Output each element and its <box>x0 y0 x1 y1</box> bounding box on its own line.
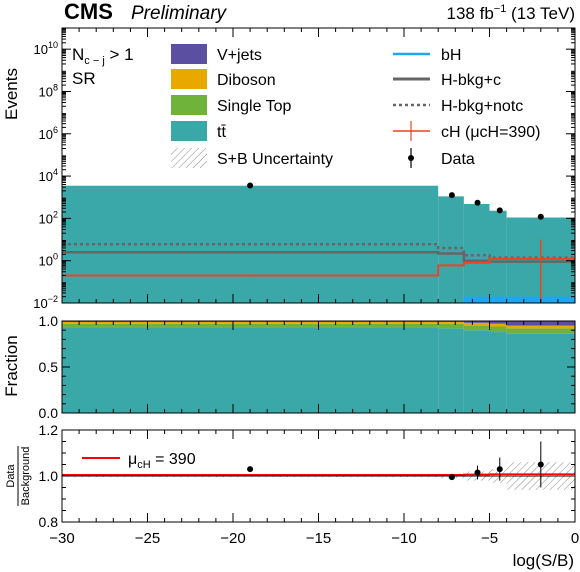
legend-diboson-label: Diboson <box>217 72 276 89</box>
legend-vjets-swatch <box>171 44 207 64</box>
x-tick-label: 0 <box>571 530 579 547</box>
legend-data-label: Data <box>441 151 475 168</box>
ttbar-bar <box>489 210 507 303</box>
diboson-fraction-bar <box>506 325 575 329</box>
legend-cH-label: cH (μcH=390) <box>441 124 540 141</box>
diboson-fraction-bar <box>438 321 464 324</box>
legend-diboson-swatch <box>171 69 207 89</box>
ttbar-bar <box>463 203 490 303</box>
mu-ratio-line <box>62 473 575 476</box>
ratio-data-point <box>474 469 481 476</box>
y-tick-label: 0.5 <box>39 359 59 375</box>
y-tick-label: 1.0 <box>39 313 59 329</box>
vjets-fraction-bar <box>463 321 490 323</box>
diboson-fraction-bar <box>463 322 490 326</box>
fraction-axis-label: Fraction <box>2 335 21 396</box>
legend-hbkg_notc-label: H-bkg+notc <box>441 98 523 115</box>
x-tick-label: −25 <box>135 530 160 547</box>
legend: V+jets Diboson Single Top tt̄ S+B Uncertaint… <box>171 44 540 168</box>
data-point <box>247 182 254 189</box>
y-tick-label: 106 <box>39 125 58 142</box>
y-tick-label: 1.2 <box>39 422 59 438</box>
legend-data-marker <box>408 155 414 161</box>
legend-ttbar-label: tt̄ <box>217 124 226 141</box>
legend-singletop-label: Single Top <box>217 98 292 115</box>
ratio-data-point <box>496 466 503 473</box>
region-njets-label: Nc − j > 1 <box>72 45 134 67</box>
singletop-fraction-bar <box>463 325 490 331</box>
y-tick-label: 1.0 <box>39 468 59 484</box>
ttbar-fraction-bar <box>463 330 490 413</box>
singletop-fraction-bar <box>489 326 507 333</box>
bh-bar <box>463 296 490 303</box>
y-tick-label: 0.0 <box>39 405 59 421</box>
ttbar-fraction-bar <box>62 327 439 413</box>
y-tick-label: 100 <box>39 252 58 269</box>
region-sr-label: SR <box>72 69 96 88</box>
ratio-data-point <box>537 461 544 468</box>
x-tick-label: −5 <box>481 530 498 547</box>
legend-unc-label: S+B Uncertainty <box>217 151 333 168</box>
luminosity-label: 138 fb−1 (13 TeV) <box>447 3 575 23</box>
x-tick-label: −30 <box>49 530 74 547</box>
data-point <box>537 213 544 220</box>
ttbar-fraction-bar <box>489 332 507 413</box>
x-tick-label: −20 <box>220 530 245 547</box>
y-tick-label: 0.8 <box>39 514 59 530</box>
ratio-axis-denominator: Background <box>20 447 32 506</box>
singletop-fraction-bar <box>62 323 439 328</box>
data-point <box>448 192 455 199</box>
legend-bH-label: bH <box>441 47 461 64</box>
legend-vjets-label: V+jets <box>217 47 262 64</box>
data-point <box>496 207 503 214</box>
y-tick-label: 102 <box>39 209 58 226</box>
ttbar-bar <box>438 196 464 303</box>
vjets-fraction-bar <box>489 321 507 324</box>
ratio-data-point <box>247 466 254 473</box>
preliminary-label: Preliminary <box>131 3 228 24</box>
hbkg-notc-line <box>62 242 575 259</box>
singletop-fraction-bar <box>506 328 575 334</box>
cms-label: CMS <box>64 0 113 24</box>
hbkg-c-line <box>62 251 575 263</box>
legend-singletop-swatch <box>171 95 207 115</box>
legend-hbkg_c-label: H-bkg+c <box>441 72 501 89</box>
legend-ttbar-swatch <box>171 121 207 141</box>
ratio-data-point <box>448 474 455 481</box>
x-tick-label: −15 <box>306 530 331 547</box>
diboson-fraction-bar <box>489 323 507 327</box>
ttbar-fraction-bar <box>506 333 575 413</box>
data-point <box>474 199 481 206</box>
ratio-axis-label: Data Background <box>5 446 32 506</box>
ratio-panel: 0.8 1.0 1.2 −30 −25 −20 −15 −10 −5 0 <box>39 422 580 547</box>
y-tick-label: 1010 <box>34 40 58 57</box>
x-axis-label: log(S/B) <box>513 551 574 570</box>
legend-uncertainty-swatch <box>171 148 207 168</box>
y-tick-label: 104 <box>39 167 58 184</box>
x-tick-label: −10 <box>391 530 416 547</box>
y-tick-label: 10−2 <box>33 294 58 311</box>
mu-legend-label: μcH = 390 <box>128 451 196 471</box>
singletop-fraction-bar <box>438 323 464 329</box>
fraction-panel: 0.0 0.5 1.0 <box>39 313 576 421</box>
bh-bar <box>489 296 507 303</box>
ratio-axis-numerator: Data <box>5 464 17 488</box>
events-panel: 10−2 100 102 104 106 108 1010 <box>33 27 576 311</box>
events-axis-label: Events <box>2 68 21 120</box>
ttbar-fraction-bar <box>438 328 464 413</box>
ch-line <box>62 258 575 277</box>
y-tick-label: 108 <box>39 82 58 99</box>
